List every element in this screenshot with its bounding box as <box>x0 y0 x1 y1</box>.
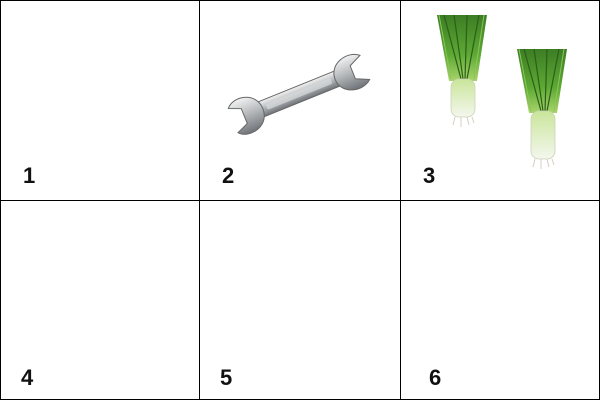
cell-2[interactable]: 2 <box>200 1 401 201</box>
leek-icon <box>437 14 567 169</box>
cell-number: 3 <box>423 163 436 188</box>
wrench-icon <box>227 53 371 135</box>
cell-number: 6 <box>429 365 442 390</box>
cell-number: 4 <box>21 365 34 390</box>
cell-number: 5 <box>220 365 233 390</box>
cell-5[interactable]: 5 <box>200 201 401 399</box>
cell-4[interactable]: 4 <box>1 201 200 399</box>
cell-number: 1 <box>23 163 36 188</box>
cell-1[interactable]: 1 <box>1 1 200 201</box>
cell-3[interactable]: 3 <box>401 1 599 201</box>
cell-number: 2 <box>222 163 235 188</box>
cell-6[interactable]: 6 <box>401 201 599 399</box>
